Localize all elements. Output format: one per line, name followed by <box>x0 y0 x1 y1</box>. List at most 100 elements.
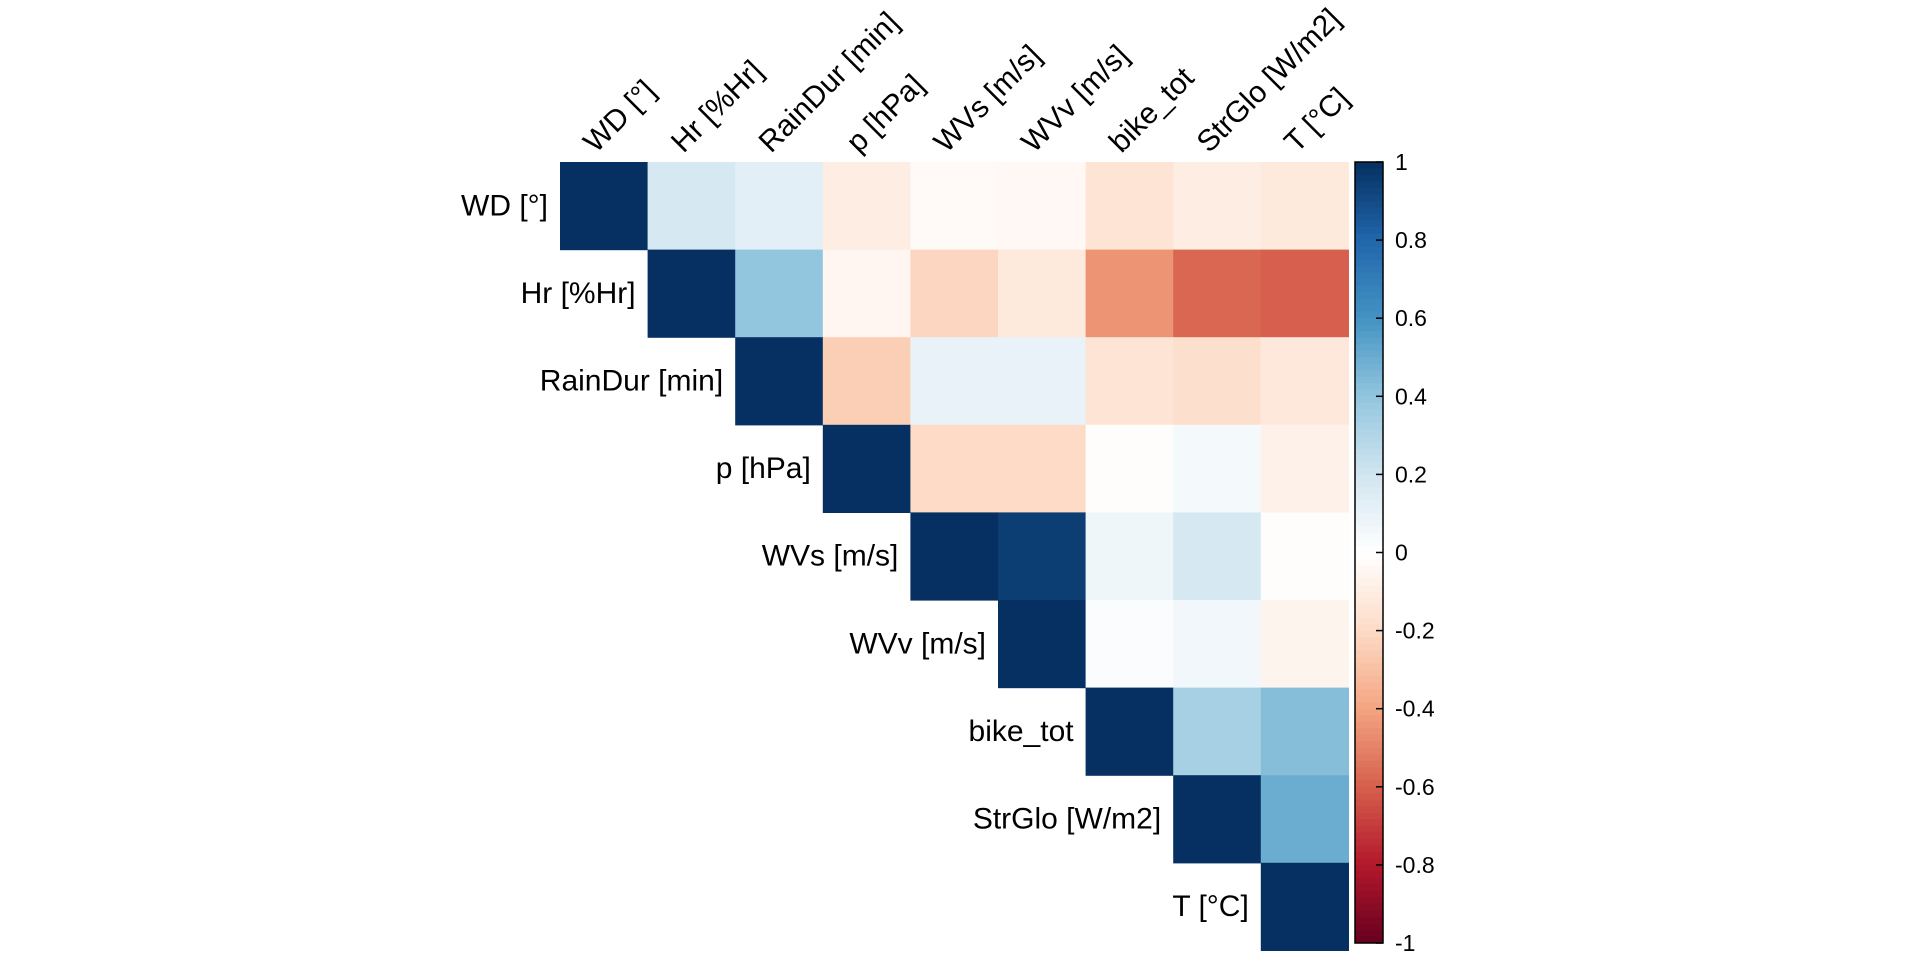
heatmap-cell-hr-hr-hr-hr <box>647 249 736 338</box>
column-label-p-hpa: p [hPa] <box>840 68 931 159</box>
colorbar-segment <box>1355 435 1383 443</box>
colorbar-segment <box>1355 513 1383 521</box>
colorbar-segment <box>1355 298 1383 306</box>
colorbar-segment <box>1355 474 1383 482</box>
colorbar-segment <box>1355 903 1383 911</box>
colorbar-segment <box>1355 897 1383 905</box>
heatmap-cell-wd-strglo-w-m2 <box>1173 162 1262 251</box>
row-label-hr-hr: Hr [%Hr] <box>521 277 636 310</box>
heatmap-cell-wd-wvv-m-s <box>998 162 1087 251</box>
colorbar-segment <box>1355 168 1383 176</box>
colorbar-segment <box>1355 415 1383 423</box>
colorbar-segment <box>1355 565 1383 573</box>
colorbar-segment <box>1355 591 1383 599</box>
colorbar-segment <box>1355 344 1383 352</box>
colorbar-segment <box>1355 292 1383 300</box>
colorbar-segment <box>1355 532 1383 540</box>
colorbar-segment <box>1355 383 1383 391</box>
colorbar-tick-label: -0.2 <box>1395 618 1435 644</box>
colorbar-segment <box>1355 624 1383 632</box>
colorbar-segment <box>1355 858 1383 866</box>
heatmap-cell-wvv-m-s-wvv-m-s <box>998 600 1087 689</box>
colorbar-segment <box>1355 832 1383 840</box>
row-label-wvs-m-s: WVs [m/s] <box>762 540 899 573</box>
heatmap-cell-p-hpa-wvs-m-s <box>910 424 999 513</box>
heatmap-cell-wvv-m-s-bike-tot <box>1085 600 1174 689</box>
colorbar-segment <box>1355 350 1383 358</box>
colorbar-segment <box>1355 181 1383 189</box>
heatmap-cell-bike-tot-t-c <box>1260 687 1349 776</box>
colorbar: 1 0.8 0.6 0.4 0.2 0 -0.2 -0.4 -0.6 -0.8 -1 <box>1354 149 1435 956</box>
colorbar-segment <box>1355 890 1383 898</box>
column-label-t-c: T [°C] <box>1278 82 1355 159</box>
heatmap-cell-p-hpa-wvv-m-s <box>998 424 1087 513</box>
colorbar-segment <box>1355 656 1383 664</box>
colorbar-segment <box>1355 806 1383 814</box>
colorbar-segment <box>1355 747 1383 755</box>
colorbar-segment <box>1355 630 1383 638</box>
colorbar-segment <box>1355 786 1383 794</box>
heatmap-cell-hr-hr-strglo-w-m2 <box>1173 249 1262 338</box>
heatmap-cell-wvs-m-s-wvs-m-s <box>910 512 999 601</box>
heatmap-cell-hr-hr-bike-tot <box>1085 249 1174 338</box>
colorbar-segment <box>1355 604 1383 612</box>
colorbar-segment <box>1355 214 1383 222</box>
colorbar-segment <box>1355 324 1383 332</box>
column-label-wd: WD [°] <box>577 74 662 159</box>
colorbar-segment <box>1355 207 1383 215</box>
colorbar-tick-label: 0 <box>1395 540 1408 566</box>
colorbar-segment <box>1355 741 1383 749</box>
colorbar-segment <box>1355 552 1383 560</box>
colorbar-segment <box>1355 519 1383 527</box>
colorbar-segment <box>1355 585 1383 593</box>
row-label-p-hpa: p [hPa] <box>716 452 811 485</box>
heatmap-cell-raindur-min-strglo-w-m2 <box>1173 337 1262 426</box>
colorbar-segment <box>1355 923 1383 931</box>
colorbar-segment <box>1355 845 1383 853</box>
heatmap-cell-wd-wvs-m-s <box>910 162 999 251</box>
heatmap-cell-strglo-w-m2-t-c <box>1260 775 1349 864</box>
colorbar-segment <box>1355 201 1383 209</box>
heatmap-cell-raindur-min-p-hpa <box>822 337 911 426</box>
colorbar-segment <box>1355 819 1383 827</box>
colorbar-segment <box>1355 467 1383 475</box>
colorbar-tick-label: -0.4 <box>1395 696 1435 722</box>
colorbar-segment <box>1355 793 1383 801</box>
colorbar-segment <box>1355 864 1383 872</box>
colorbar-segment <box>1355 539 1383 547</box>
colorbar-segment <box>1355 702 1383 710</box>
colorbar-segment <box>1355 194 1383 202</box>
colorbar-segment <box>1355 799 1383 807</box>
colorbar-segment <box>1355 545 1383 553</box>
colorbar-segment <box>1355 409 1383 417</box>
colorbar-segment <box>1355 877 1383 885</box>
column-labels: WD [°] Hr [%Hr]RainDur [min]p [hPa]WVs [m… <box>577 2 1355 159</box>
colorbar-segment <box>1355 331 1383 339</box>
heatmap-cell-raindur-min-wvs-m-s <box>910 337 999 426</box>
colorbar-segment <box>1355 838 1383 846</box>
colorbar-segment <box>1355 760 1383 768</box>
heatmap-cell-hr-hr-wvv-m-s <box>998 249 1087 338</box>
colorbar-segment <box>1355 689 1383 697</box>
colorbar-segment <box>1355 734 1383 742</box>
colorbar-segment <box>1355 506 1383 514</box>
heatmap-cell-wvs-m-s-wvv-m-s <box>998 512 1087 601</box>
colorbar-segment <box>1355 559 1383 567</box>
row-label-t-c: T [°C] <box>1172 890 1248 923</box>
colorbar-segment <box>1355 812 1383 820</box>
colorbar-segment <box>1355 728 1383 736</box>
colorbar-segment <box>1355 493 1383 501</box>
row-label-raindur-min: RainDur [min] <box>540 365 723 398</box>
colorbar-segment <box>1355 851 1383 859</box>
colorbar-segment <box>1355 428 1383 436</box>
colorbar-tick-label: 0.6 <box>1395 305 1427 331</box>
colorbar-segment <box>1355 480 1383 488</box>
colorbar-segment <box>1355 721 1383 729</box>
colorbar-segment <box>1355 389 1383 397</box>
colorbar-segment <box>1355 611 1383 619</box>
colorbar-tick-label: -1 <box>1395 930 1415 956</box>
colorbar-segment <box>1355 311 1383 319</box>
colorbar-tick-label: -0.8 <box>1395 852 1435 878</box>
